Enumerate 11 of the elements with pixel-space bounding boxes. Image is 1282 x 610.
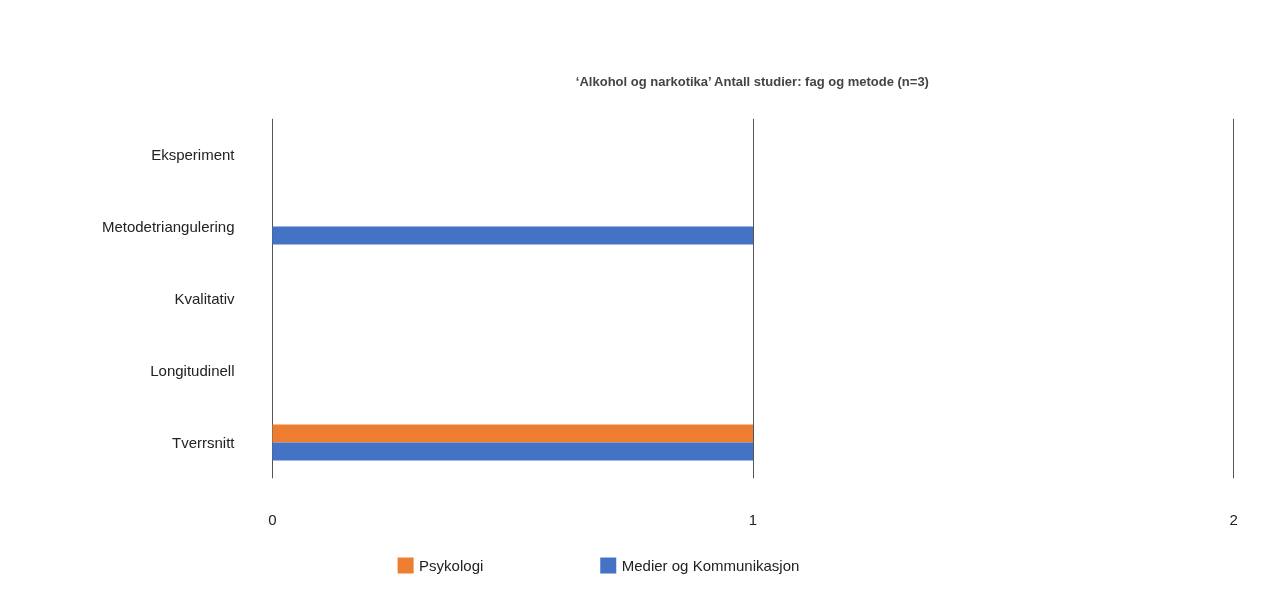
- legend-label: Psykologi: [419, 557, 484, 574]
- y-tick-label: Metodetriangulering: [101, 218, 235, 235]
- chart-title: ‘Alkohol og narkotika’ Antall studier: fag og metode (n=3): [575, 73, 929, 89]
- y-tick-label: Kvalitativ: [174, 290, 235, 307]
- legend-label: Medier og Kommunikasjon: [621, 557, 800, 574]
- y-tick-label: Eksperiment: [151, 146, 236, 163]
- x-tick-label: 1: [748, 510, 758, 528]
- x-tick-label: 0: [268, 510, 277, 528]
- x-tick-label: 2: [1229, 510, 1238, 528]
- y-tick-label: Tverrsnitt: [172, 434, 236, 451]
- y-tick-label: Longitudinell: [150, 362, 235, 379]
